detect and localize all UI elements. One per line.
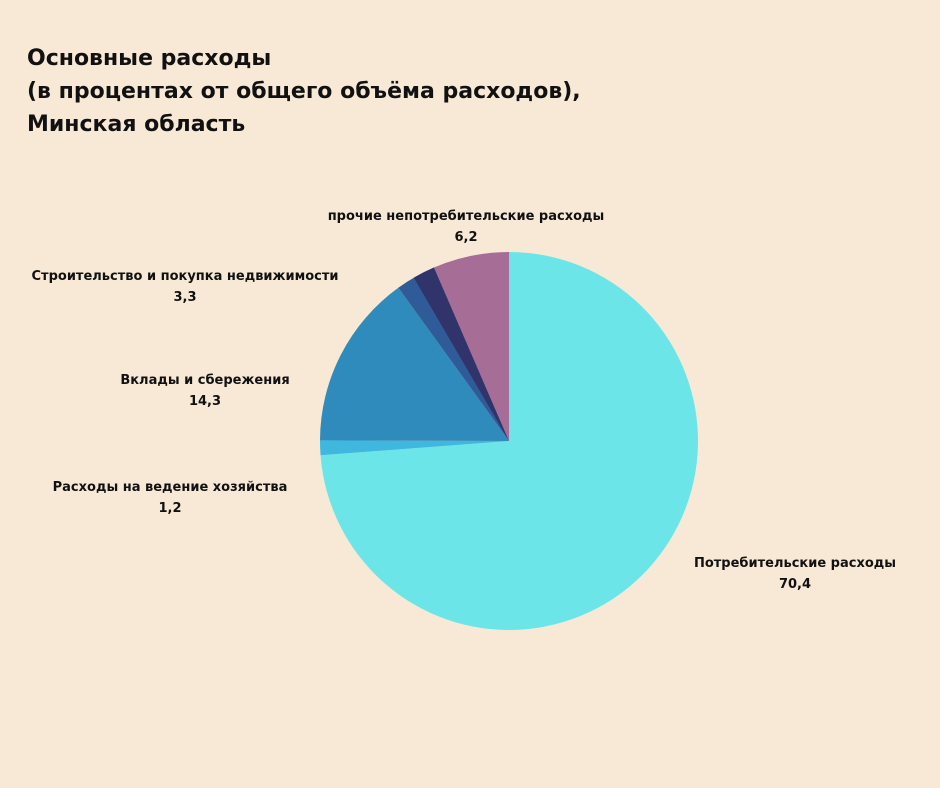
slice-name-consumer: Потребительские расходы: [693, 556, 897, 571]
pie-slice-construction: [398, 267, 509, 441]
slice-value-savings: 14,3: [188, 394, 222, 409]
chart-title-line-3: Минская область: [27, 112, 246, 137]
pie-slice-other: [433, 252, 509, 441]
slice-name-household: Расходы на ведение хозяйства: [52, 480, 288, 495]
slice-label-consumer: Потребительские расходы 70,4: [694, 553, 896, 595]
chart-title-line-1: Основные расходы: [27, 46, 272, 71]
slice-label-household: Расходы на ведение хозяйства 1,2: [53, 477, 288, 519]
pie-slice-consumer: [320, 252, 698, 630]
slice-value-other: 6,2: [454, 230, 478, 245]
pie-slice-household: [320, 440, 509, 456]
slice-name-savings: Вклады и сбережения: [120, 373, 290, 388]
slice-label-construction: Строительство и покупка недвижимости 3,3: [32, 266, 339, 308]
pie-slice-savings: [320, 287, 509, 441]
slice-value-household: 1,2: [158, 501, 182, 516]
slice-name-construction: Строительство и покупка недвижимости: [31, 269, 339, 284]
slice-value-consumer: 70,4: [778, 577, 812, 592]
chart-title: Основные расходы (в процентах от общего …: [27, 42, 581, 141]
slice-label-other: прочие непотребительские расходы 6,2: [328, 206, 605, 248]
slice-name-other: прочие непотребительские расходы: [327, 209, 605, 224]
slice-value-construction: 3,3: [173, 290, 197, 305]
chart-title-line-2: (в процентах от общего объёма расходов),: [27, 79, 581, 104]
slice-label-savings: Вклады и сбережения 14,3: [120, 370, 289, 412]
pie-slice-construction-dark: [413, 267, 509, 441]
